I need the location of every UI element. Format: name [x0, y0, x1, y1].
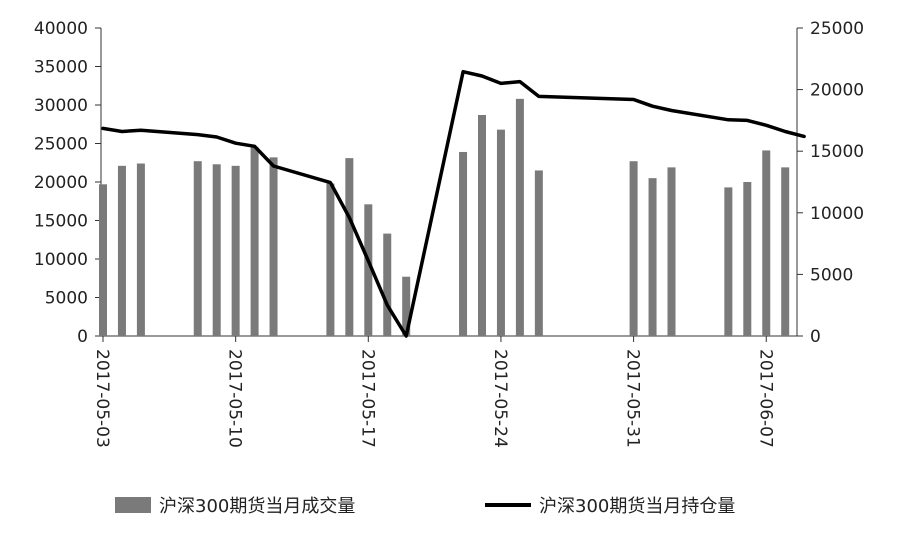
- left-axis-tick-label: 15000: [34, 212, 88, 232]
- volume-bar: [534, 170, 543, 336]
- x-axis-tick-label: 2017-05-03: [92, 349, 112, 448]
- volume-bar: [193, 161, 202, 336]
- x-axis-tick-label: 2017-05-31: [623, 349, 643, 448]
- volume-bar: [136, 163, 145, 336]
- legend-swatch-volume: [115, 497, 151, 513]
- x-axis: 2017-05-03 2017-05-10 2017-05-17 2017-05-24…: [92, 335, 797, 448]
- legend-item-open-interest: 沪深300期货当月持仓量: [485, 492, 735, 518]
- volume-bar: [496, 129, 505, 336]
- volume-bar: [724, 187, 733, 336]
- left-axis-tick-label: 25000: [34, 135, 88, 155]
- volume-bar: [515, 98, 524, 336]
- volume-bar: [648, 178, 657, 336]
- volume-bar: [269, 157, 278, 336]
- volume-bar: [629, 161, 638, 336]
- left-axis-tick-label: 10000: [34, 250, 88, 270]
- volume-bar: [345, 158, 354, 336]
- left-axis-tick-label: 0: [77, 327, 88, 347]
- right-axis-tick-label: 15000: [810, 142, 864, 162]
- legend-swatch-open-interest: [485, 503, 531, 507]
- volume-bar: [231, 165, 240, 336]
- legend-item-volume: 沪深300期货当月成交量: [115, 492, 355, 518]
- volume-bar: [212, 164, 221, 336]
- volume-bar: [781, 167, 790, 336]
- volume-bar: [667, 167, 676, 336]
- volume-bar: [459, 151, 468, 336]
- volume-bar: [117, 165, 126, 336]
- volume-bar: [364, 204, 373, 336]
- x-axis-tick-label: 2017-05-24: [490, 349, 510, 448]
- right-axis-tick-label: 0: [810, 327, 821, 347]
- left-axis-tick-label: 20000: [34, 173, 88, 193]
- legend-label-open-interest: 沪深300期货当月持仓量: [539, 496, 736, 517]
- x-axis-tick-label: 2017-05-17: [357, 349, 377, 448]
- volume-bar: [250, 147, 259, 336]
- volume-bar: [326, 183, 335, 336]
- volume-bar: [743, 182, 752, 336]
- right-axis-tick-label: 10000: [810, 204, 864, 224]
- left-axis-tick-label: 30000: [34, 96, 88, 116]
- left-axis-tick-label: 40000: [34, 19, 88, 39]
- left-axis-tick-label: 35000: [34, 58, 88, 78]
- volume-bar: [478, 115, 486, 336]
- right-axis-tick-label: 25000: [810, 19, 864, 39]
- volume-bar: [383, 233, 392, 336]
- right-axis-tick-label: 5000: [810, 265, 853, 285]
- volume-bar: [762, 150, 771, 336]
- volume-bar: [99, 184, 107, 336]
- volume-bar: [402, 276, 411, 336]
- left-axis: 0 5000 10000 15000 20000 25000 30000 35000 40000: [34, 19, 102, 347]
- left-axis-tick-label: 5000: [45, 289, 88, 309]
- legend-label-volume: 沪深300期货当月成交量: [159, 496, 356, 517]
- bar-series: [99, 98, 790, 336]
- line-series: [101, 69, 806, 338]
- x-axis-tick-label: 2017-05-10: [225, 349, 245, 448]
- right-axis: 0 5000 10000 15000 20000 25000: [796, 19, 864, 347]
- legend: 沪深300期货当月成交量 沪深300期货当月持仓量: [0, 492, 900, 522]
- right-axis-tick-label: 20000: [810, 81, 864, 101]
- x-axis-tick-label: 2017-06-07: [755, 349, 775, 448]
- open-interest-line: [101, 69, 806, 338]
